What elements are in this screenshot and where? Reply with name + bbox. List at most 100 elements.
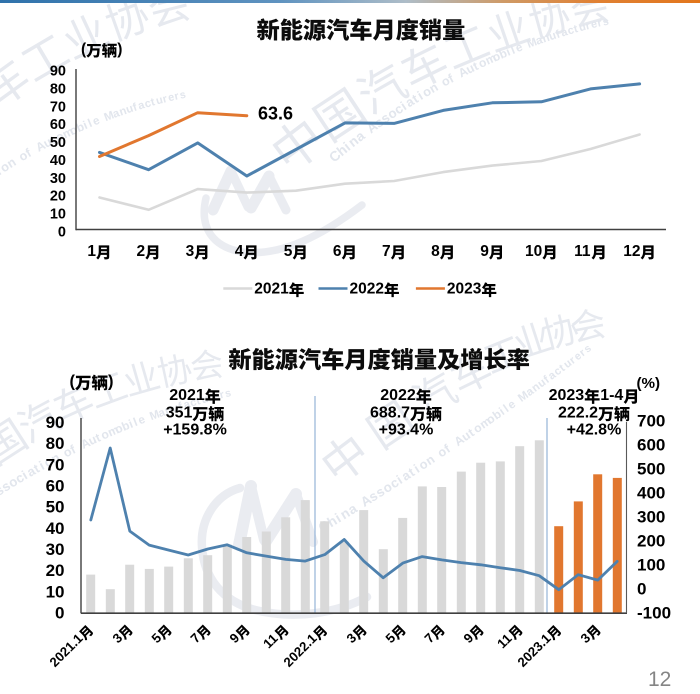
svg-text:c: c	[566, 24, 575, 37]
svg-text:s: s	[224, 387, 233, 400]
svg-text:o: o	[0, 158, 12, 175]
svg-text:351: 351	[166, 405, 193, 422]
svg-text:l: l	[501, 402, 512, 415]
svg-text:80: 80	[50, 81, 66, 97]
svg-text:t: t	[471, 59, 481, 73]
svg-text:r: r	[596, 17, 604, 30]
svg-text:70: 70	[46, 455, 65, 474]
svg-text:3: 3	[186, 243, 195, 260]
svg-text:12: 12	[648, 668, 671, 691]
svg-text:u: u	[548, 30, 558, 44]
svg-text:f: f	[446, 71, 457, 86]
svg-text:a: a	[560, 26, 570, 40]
svg-text:e: e	[514, 40, 525, 55]
svg-text:11: 11	[574, 243, 591, 260]
svg-text:t: t	[466, 426, 477, 440]
svg-text:a: a	[111, 107, 122, 121]
svg-text:(%): (%)	[637, 375, 661, 392]
svg-text:f: f	[68, 442, 79, 457]
svg-text:40: 40	[50, 153, 66, 169]
svg-text:r: r	[567, 354, 578, 367]
svg-text:60: 60	[46, 477, 65, 496]
svg-text:i: i	[415, 88, 426, 103]
svg-text:2021: 2021	[169, 387, 205, 404]
svg-text:i: i	[394, 472, 405, 487]
svg-text:+93.4%: +93.4%	[379, 422, 434, 439]
svg-text:r: r	[161, 93, 169, 106]
svg-text:r: r	[173, 90, 181, 103]
svg-text:63.6: 63.6	[258, 104, 293, 124]
svg-text:i: i	[504, 45, 512, 59]
svg-text:0: 0	[58, 225, 66, 241]
svg-text:r: r	[577, 346, 588, 359]
svg-text:m: m	[106, 422, 121, 439]
svg-text:50: 50	[46, 498, 65, 517]
svg-text:t: t	[195, 395, 202, 408]
svg-text:r: r	[207, 392, 215, 405]
svg-text:s: s	[0, 482, 6, 499]
svg-text:10: 10	[50, 207, 66, 223]
svg-text:10: 10	[525, 243, 542, 260]
svg-text:e: e	[167, 91, 176, 104]
svg-text:200: 200	[637, 531, 665, 550]
svg-text:2023: 2023	[447, 281, 482, 298]
svg-text:n: n	[541, 32, 552, 46]
svg-text:u: u	[170, 402, 180, 416]
svg-text:a: a	[137, 99, 147, 113]
svg-text:222.2: 222.2	[558, 405, 598, 422]
svg-text:600: 600	[637, 435, 665, 454]
svg-text:M: M	[525, 36, 538, 51]
svg-text:60: 60	[50, 117, 66, 133]
svg-text:i: i	[127, 417, 135, 431]
svg-text:6: 6	[333, 243, 342, 260]
svg-text:f: f	[542, 374, 552, 386]
svg-text:0: 0	[55, 604, 64, 623]
svg-text:12: 12	[623, 243, 640, 260]
svg-text:f: f	[177, 401, 185, 414]
svg-text:7: 7	[382, 243, 391, 260]
svg-text:t: t	[149, 96, 156, 109]
svg-text:f: f	[442, 441, 454, 455]
svg-text:u: u	[200, 393, 210, 406]
svg-text:e: e	[212, 390, 221, 403]
svg-text:(: (	[70, 373, 76, 391]
svg-text:f: f	[554, 28, 561, 41]
svg-text:300: 300	[637, 507, 665, 526]
svg-text:i: i	[411, 461, 422, 476]
svg-text:4: 4	[235, 243, 244, 260]
svg-text:30: 30	[46, 540, 65, 559]
svg-text:r: r	[218, 389, 226, 402]
svg-text:2022: 2022	[350, 281, 384, 298]
svg-text:700: 700	[637, 411, 665, 430]
svg-text:2021: 2021	[254, 281, 289, 298]
svg-text:0: 0	[637, 580, 646, 599]
svg-text:i: i	[36, 458, 46, 473]
svg-text:30: 30	[50, 171, 66, 187]
svg-text:(: (	[81, 41, 87, 58]
svg-text:r: r	[584, 20, 592, 33]
svg-text:t: t	[572, 23, 579, 36]
svg-text:+159.8%: +159.8%	[163, 422, 227, 439]
svg-text:40: 40	[46, 519, 65, 538]
svg-text:i: i	[398, 99, 409, 114]
svg-text:): )	[108, 373, 114, 391]
svg-text:u: u	[578, 21, 588, 34]
svg-text:s: s	[179, 89, 187, 102]
svg-text:688.7: 688.7	[370, 405, 410, 422]
svg-text:90: 90	[46, 413, 65, 432]
svg-text:100: 100	[637, 555, 665, 574]
svg-text:a: a	[182, 398, 192, 412]
svg-text:t: t	[93, 431, 103, 445]
svg-text:-100: -100	[637, 604, 671, 623]
svg-text:n: n	[163, 404, 174, 418]
svg-text:i: i	[332, 511, 343, 526]
svg-text:e: e	[590, 18, 599, 31]
svg-text:c: c	[143, 97, 152, 110]
svg-text:1-4: 1-4	[600, 387, 623, 404]
svg-text:50: 50	[50, 135, 66, 151]
svg-text:20: 20	[46, 561, 65, 580]
svg-text:2023: 2023	[549, 387, 585, 404]
svg-text:80: 80	[46, 434, 65, 453]
svg-text:70: 70	[50, 99, 66, 115]
svg-text:10: 10	[46, 582, 65, 601]
